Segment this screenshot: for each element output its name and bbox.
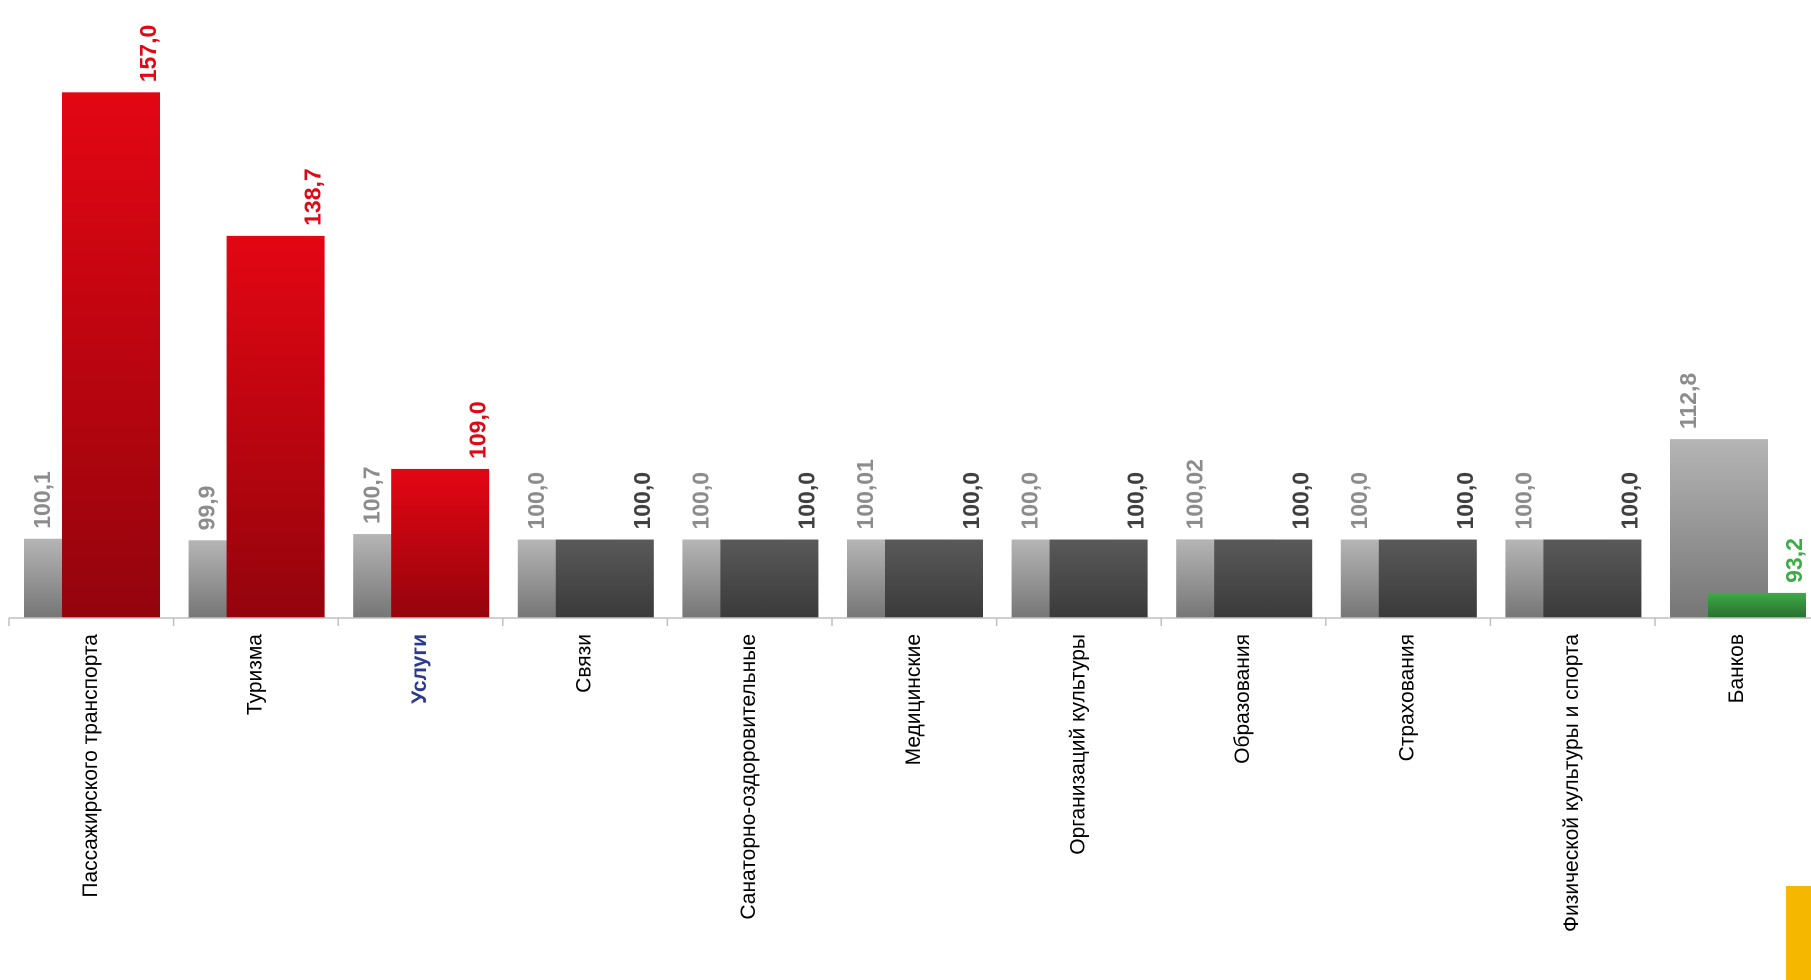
x-tick-label: Туризма xyxy=(243,634,266,715)
bar-shade xyxy=(885,539,983,618)
bar-shade xyxy=(1543,539,1642,618)
value-label: 109,0 xyxy=(464,401,490,459)
value-label: 100,0 xyxy=(523,472,549,530)
value-label: 100,0 xyxy=(1510,472,1536,530)
bar-shade xyxy=(226,235,325,618)
bar-shade xyxy=(1049,539,1148,618)
value-label: 100,0 xyxy=(793,472,819,530)
bar-shade xyxy=(1378,539,1477,618)
value-label: 99,9 xyxy=(194,486,220,531)
value-label: 100,02 xyxy=(1181,459,1207,529)
x-tick-label: Медицинские xyxy=(902,634,925,765)
x-tick-label: Образования xyxy=(1231,634,1254,764)
bar-shade xyxy=(391,468,490,618)
value-label: 100,0 xyxy=(629,472,655,530)
x-tick-label: Физической культуры и спорта xyxy=(1560,634,1583,932)
bar-shade xyxy=(1670,439,1768,618)
bar-shade xyxy=(720,539,819,618)
value-label: 112,8 xyxy=(1675,373,1701,429)
value-label: 100,0 xyxy=(958,472,984,530)
value-label: 93,2 xyxy=(1781,538,1807,583)
x-tick-label: Услуги xyxy=(408,634,431,704)
bar-shade xyxy=(1214,539,1313,618)
value-label: 100,0 xyxy=(1287,472,1313,530)
value-label: 100,01 xyxy=(852,459,878,530)
value-label: 100,0 xyxy=(687,472,713,530)
value-label: 100,0 xyxy=(1017,472,1043,530)
x-tick-label: Связи xyxy=(573,634,596,693)
x-tick-label: Организаций культуры xyxy=(1066,634,1089,855)
value-label: 100,1 xyxy=(29,471,55,529)
x-tick-label: Пассажирского транспорта xyxy=(79,634,102,898)
value-label: 157,0 xyxy=(135,25,161,83)
bar-shade xyxy=(1708,592,1806,618)
value-label: 100,0 xyxy=(1346,472,1372,530)
corner-accent xyxy=(1786,886,1811,980)
bar-shade xyxy=(555,539,654,618)
x-tick-label: Страхования xyxy=(1396,634,1419,761)
value-label: 100,0 xyxy=(1616,472,1642,530)
value-label: 100,7 xyxy=(358,466,384,524)
x-tick-label: Санаторно-оздоровительные xyxy=(737,634,760,920)
value-label: 100,0 xyxy=(1452,472,1478,530)
value-label: 138,7 xyxy=(300,168,326,226)
value-label: 100,0 xyxy=(1123,472,1149,530)
bar-shade xyxy=(62,92,160,619)
x-tick-label: Банков xyxy=(1725,634,1748,703)
